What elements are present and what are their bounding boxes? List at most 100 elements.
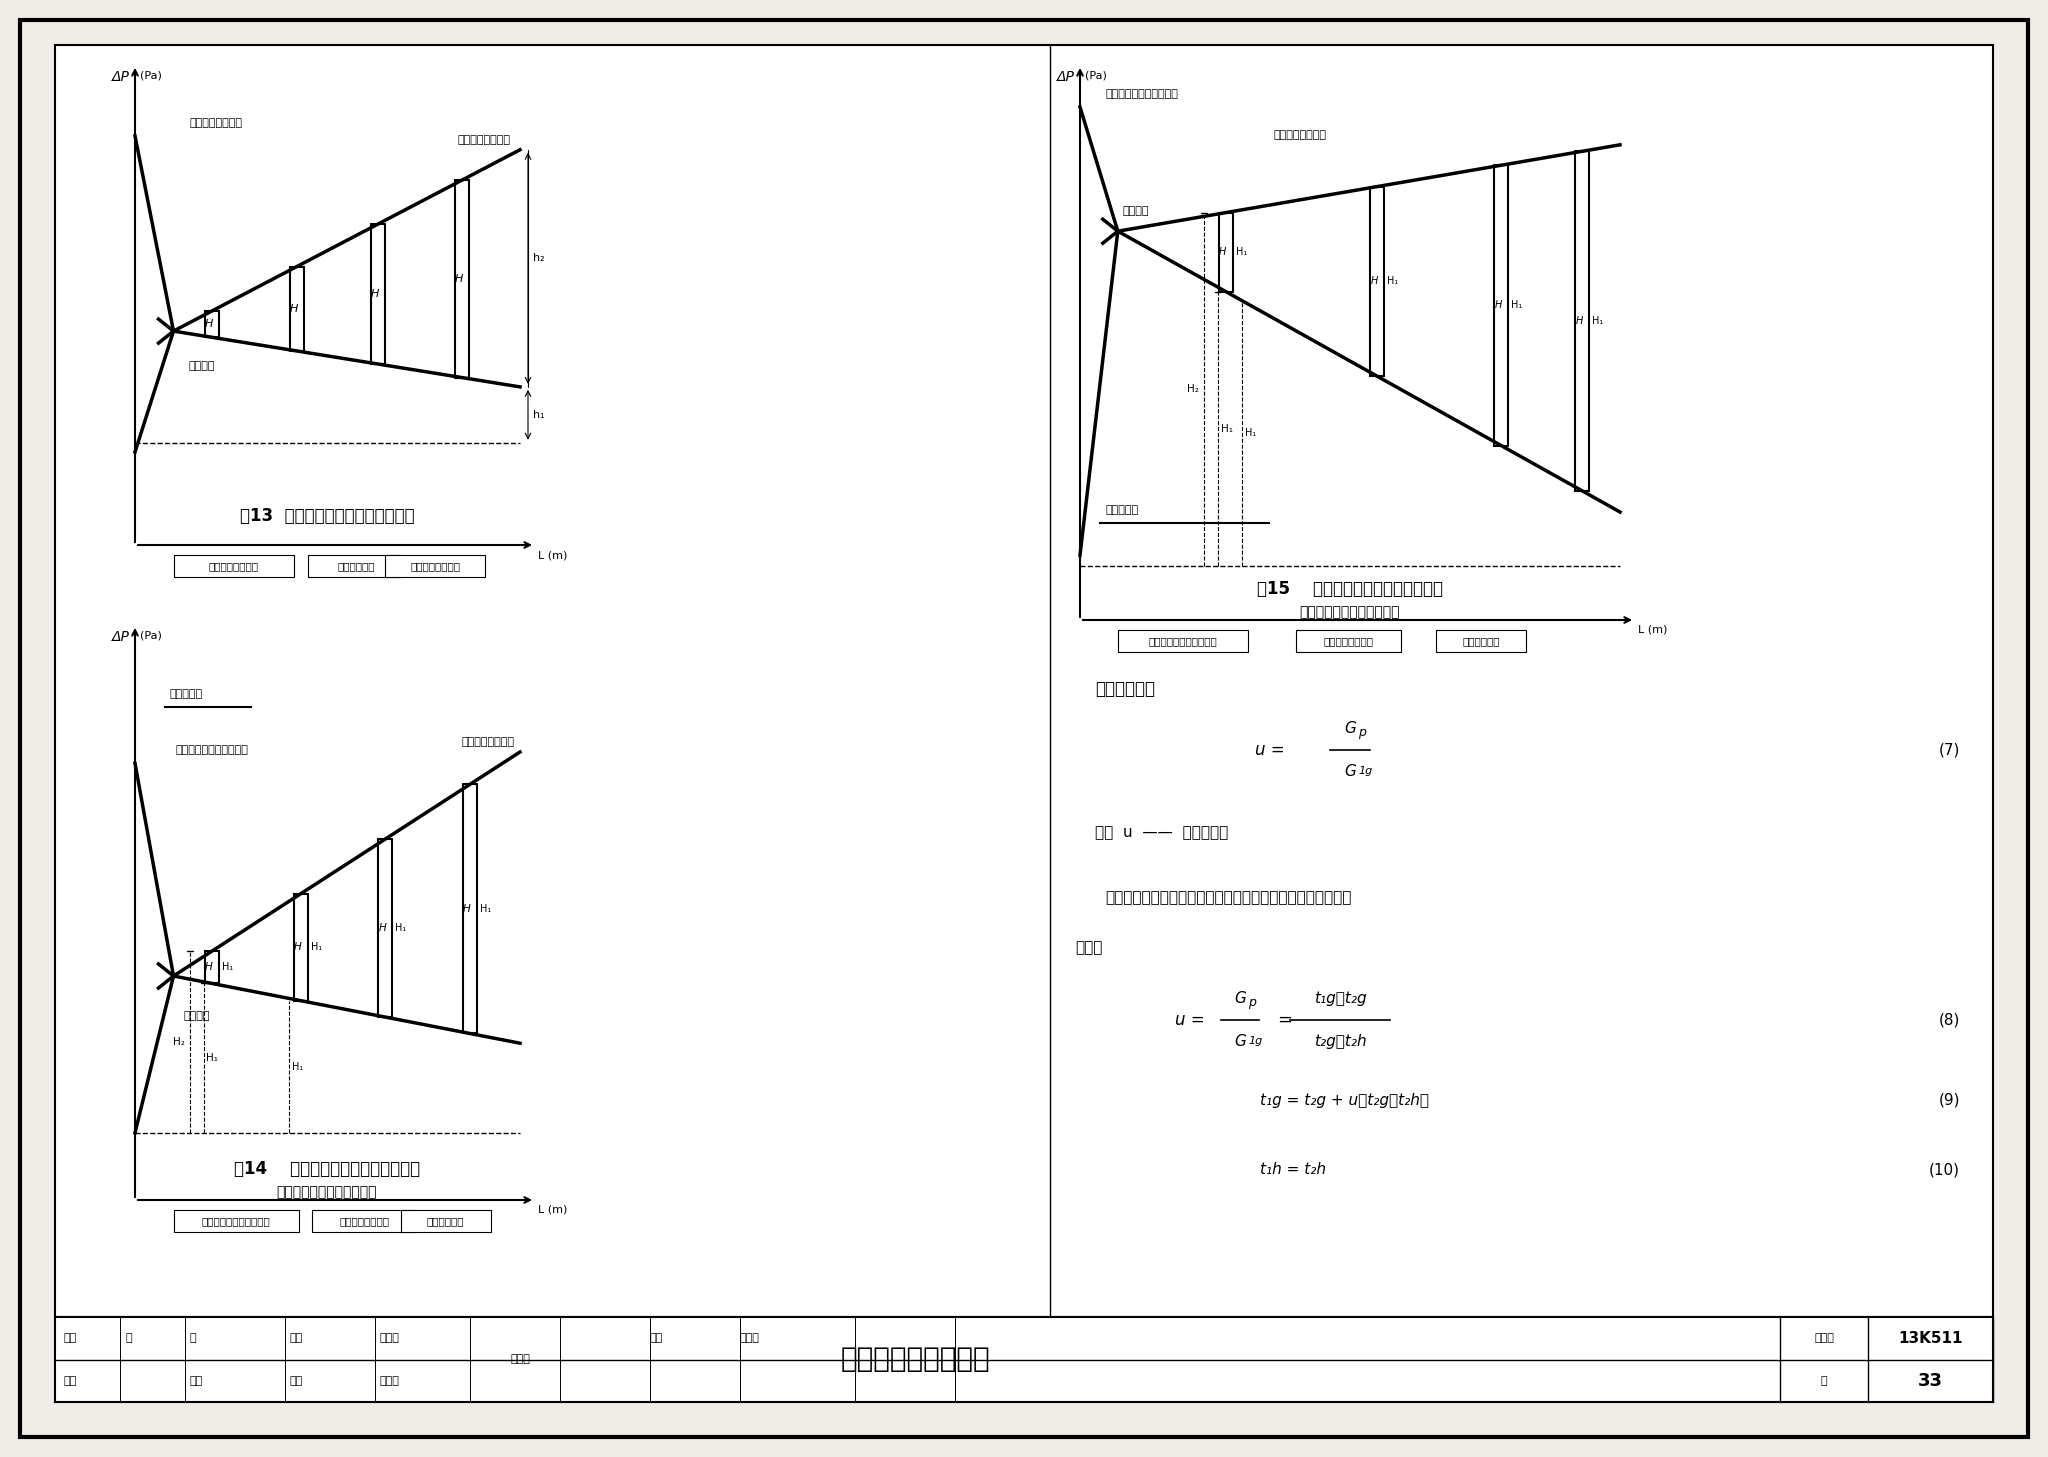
Text: G: G [1343,763,1356,779]
Text: 关系：: 关系： [1075,940,1102,954]
Text: 1g: 1g [1358,766,1372,777]
Text: 混水系数为：: 混水系数为： [1096,680,1155,698]
Text: (8): (8) [1939,1013,1960,1027]
Text: （管网泵安装在供水管上）: （管网泵安装在供水管上） [276,1185,377,1199]
Text: 根据热平衡原理，可得出混水系数与管网供、回水温度之间的: 根据热平衡原理，可得出混水系数与管网供、回水温度之间的 [1106,890,1352,905]
Text: H₁: H₁ [1245,428,1255,439]
Text: H₁: H₁ [1386,277,1399,287]
Text: 管网回水管水压线: 管网回水管水压线 [457,134,510,144]
Bar [1118,629,1247,651]
Text: G: G [1235,1034,1245,1049]
Text: 图13  分布式二级混水泵系统水压图: 图13 分布式二级混水泵系统水压图 [240,507,414,525]
Text: 图14    分布式三级混水泵系统水压图: 图14 分布式三级混水泵系统水压图 [233,1160,420,1179]
Text: H: H [379,924,387,932]
Bar [311,1209,418,1233]
Text: u =: u = [1255,742,1290,759]
Text: 管网供水管水压线: 管网供水管水压线 [410,561,461,571]
Text: 图15    分布式三级混水泵系统水压图: 图15 分布式三级混水泵系统水压图 [1257,580,1444,597]
Text: H: H [1575,316,1583,326]
Text: t₁g = t₂g + u（t₂g－t₂h）: t₁g = t₂g + u（t₂g－t₂h） [1260,1093,1430,1107]
Text: H₁: H₁ [1591,316,1604,326]
Text: 审核: 审核 [63,1333,76,1343]
Text: H₁: H₁ [221,962,233,972]
Text: 13K511: 13K511 [1898,1330,1962,1346]
Text: (Pa): (Pa) [1085,70,1106,80]
Bar [55,45,1993,1317]
Text: H₁: H₁ [1221,424,1233,434]
Text: 33: 33 [1919,1371,1944,1390]
Text: H: H [1495,300,1501,310]
Text: 管网泵扬程: 管网泵扬程 [170,689,203,699]
Text: 冷热源管网供水管水压线: 冷热源管网供水管水压线 [174,745,248,755]
Text: G: G [1235,991,1245,1005]
Text: H: H [455,274,463,284]
Text: 谢晓莉: 谢晓莉 [381,1375,399,1386]
Text: 邮电气: 邮电气 [510,1355,530,1365]
Text: 管网静水压线: 管网静水压线 [338,561,375,571]
Text: p: p [1247,997,1255,1010]
Text: 管网静水压线: 管网静水压线 [426,1217,465,1225]
Text: （管网泵安装在回水管上）: （管网泵安装在回水管上） [1300,605,1401,619]
Bar [401,1209,492,1233]
Bar [174,1209,299,1233]
Text: (7): (7) [1939,743,1960,758]
Text: 式中  u  ——  混水系数。: 式中 u —— 混水系数。 [1096,825,1229,841]
Text: 管网回水管水压线: 管网回水管水压线 [1323,637,1374,645]
Text: p: p [1358,726,1366,739]
Text: u =: u = [1176,1011,1210,1029]
Text: H₁: H₁ [1235,248,1247,256]
Text: H: H [293,943,301,953]
Text: L (m): L (m) [539,1205,567,1215]
Text: 校对: 校对 [291,1333,303,1343]
Text: 冷热源回水水压线: 冷热源回水水压线 [209,561,258,571]
Text: L (m): L (m) [539,549,567,559]
Text: 多级混水泵系统说明: 多级混水泵系统说明 [840,1345,989,1374]
Text: 设计: 设计 [649,1333,664,1343]
Text: 校对: 校对 [291,1375,303,1386]
Text: h₂: h₂ [532,254,545,264]
Text: =: = [1278,1011,1292,1029]
Text: 管网回水管水压线: 管网回水管水压线 [340,1217,389,1225]
Text: L (m): L (m) [1638,625,1667,635]
Bar [174,555,293,577]
Text: 谢晓莉: 谢晓莉 [381,1333,399,1343]
Text: H₁: H₁ [311,943,322,953]
Bar [309,555,403,577]
Text: ΔP: ΔP [113,70,129,85]
Text: h₁: h₁ [532,409,545,420]
Text: H₁: H₁ [395,924,406,932]
Text: ΔP: ΔP [1057,70,1075,85]
Text: 零压差点: 零压差点 [188,361,215,372]
Text: 燎云: 燎云 [190,1375,203,1386]
Text: 管网静水压线: 管网静水压线 [1462,637,1499,645]
Text: H: H [289,303,297,313]
Text: H: H [371,288,379,299]
Text: 冷热源管网供水管水压线: 冷热源管网供水管水压线 [1106,89,1178,99]
Text: H: H [1219,248,1227,256]
Text: 冷热源管网回水管水压线: 冷热源管网回水管水压线 [201,1217,270,1225]
Text: G: G [1343,721,1356,736]
Text: 燎: 燎 [125,1333,131,1343]
Text: 云: 云 [190,1333,197,1343]
Text: 冷热源供水水压线: 冷热源供水水压线 [190,118,244,128]
Text: H: H [205,962,213,972]
Text: 管网供水管水压线: 管网供水管水压线 [463,737,514,747]
Text: 吕现昭: 吕现昭 [739,1333,760,1343]
Text: H₂: H₂ [174,1037,184,1048]
Bar [1296,629,1401,651]
Bar [385,555,485,577]
Text: 1g: 1g [1247,1036,1262,1046]
Text: 管网供水管水压线: 管网供水管水压线 [1274,130,1327,140]
Text: H₁: H₁ [291,1062,303,1072]
Text: H₂: H₂ [1188,385,1198,395]
Text: 冷热源管网回水管水压线: 冷热源管网回水管水压线 [1149,637,1217,645]
Text: 页: 页 [1821,1375,1827,1386]
Text: H₁: H₁ [1511,300,1522,310]
Text: H₁: H₁ [207,1053,217,1064]
Bar [1436,629,1526,651]
Text: H: H [1370,277,1378,287]
Text: 零压差点: 零压差点 [184,1011,211,1021]
Text: ΔP: ΔP [113,629,129,644]
Text: (Pa): (Pa) [139,629,162,640]
Text: 零压差点: 零压差点 [1122,207,1149,216]
